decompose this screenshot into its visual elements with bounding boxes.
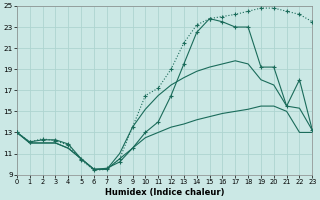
X-axis label: Humidex (Indice chaleur): Humidex (Indice chaleur): [105, 188, 224, 197]
